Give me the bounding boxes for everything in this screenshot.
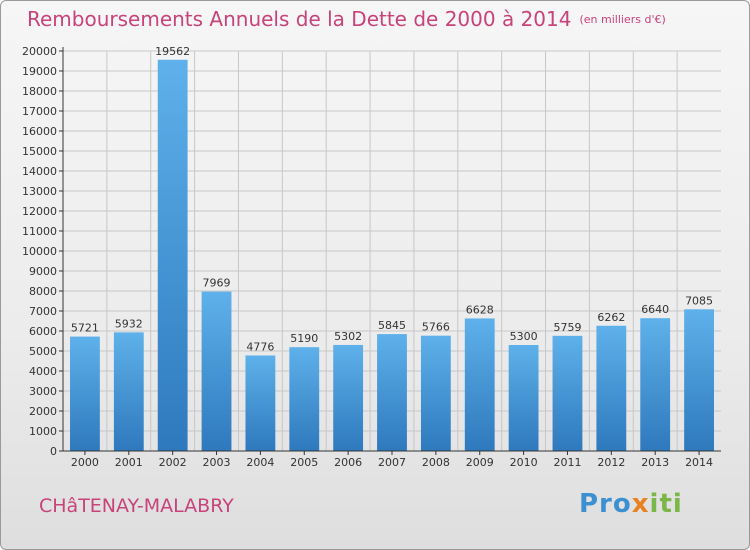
bar-2008: [420, 335, 451, 451]
data-label-2013: 6640: [641, 303, 669, 316]
data-label-2002: 19562: [155, 45, 190, 58]
bar-2001: [113, 332, 144, 451]
data-label-2001: 5932: [115, 317, 143, 330]
y-tick-label: 10000: [22, 245, 57, 258]
y-tick-label: 13000: [22, 185, 57, 198]
y-tick-label: 0: [50, 445, 57, 458]
x-tick-label-2010: 2010: [510, 456, 538, 469]
x-tick-label-2014: 2014: [685, 456, 713, 469]
x-tick-label-2011: 2011: [553, 456, 581, 469]
logo-part-1: Pro: [579, 489, 632, 519]
y-tick-label: 4000: [29, 365, 57, 378]
y-tick-label: 14000: [22, 165, 57, 178]
bar-2009: [464, 318, 495, 451]
bar-2013: [640, 318, 671, 451]
y-tick-label: 9000: [29, 265, 57, 278]
bar-2002: [157, 59, 188, 451]
data-label-2007: 5845: [378, 319, 406, 332]
x-tick-label-2003: 2003: [203, 456, 231, 469]
bar-2006: [333, 344, 364, 451]
logo-part-2: x: [631, 489, 650, 519]
data-label-2005: 5190: [290, 332, 318, 345]
y-tick-label: 3000: [29, 385, 57, 398]
city-name: CHâTENAY-MALABRY: [39, 495, 234, 517]
chart-title-text: Remboursements Annuels de la Dette de 20…: [27, 7, 572, 31]
data-label-2012: 6262: [597, 311, 625, 324]
x-tick-label-2005: 2005: [290, 456, 318, 469]
x-tick-label-2012: 2012: [597, 456, 625, 469]
x-tick-label-2002: 2002: [159, 456, 187, 469]
x-tick-label-2004: 2004: [246, 456, 274, 469]
bar-2010: [508, 345, 539, 451]
bar-2005: [289, 347, 320, 451]
y-tick-label: 17000: [22, 105, 57, 118]
x-tick-label-2008: 2008: [422, 456, 450, 469]
x-tick-label-2007: 2007: [378, 456, 406, 469]
data-label-2008: 5766: [422, 321, 450, 334]
x-tick-label-2001: 2001: [115, 456, 143, 469]
bar-2000: [70, 336, 100, 451]
y-tick-label: 16000: [22, 125, 57, 138]
bar-2014: [684, 309, 714, 451]
bar-2011: [552, 335, 583, 451]
y-tick-label: 6000: [29, 325, 57, 338]
chart-title: Remboursements Annuels de la Dette de 20…: [27, 7, 666, 31]
data-label-2000: 5721: [71, 322, 99, 335]
data-label-2010: 5300: [510, 330, 538, 343]
bar-2007: [377, 334, 407, 451]
x-tick-label-2013: 2013: [641, 456, 669, 469]
x-tick-label-2000: 2000: [71, 456, 99, 469]
y-tick-label: 7000: [29, 305, 57, 318]
y-tick-label: 1000: [29, 425, 57, 438]
y-tick-label: 15000: [22, 145, 57, 158]
y-tick-label: 12000: [22, 205, 57, 218]
chart-unit: (en milliers d'€): [579, 13, 666, 26]
bar-2004: [245, 355, 276, 451]
y-tick-label: 8000: [29, 285, 57, 298]
data-label-2006: 5302: [334, 330, 362, 343]
proxiti-logo: Proxiti: [579, 489, 683, 519]
bar-2003: [201, 291, 232, 451]
axes: 0 1000 2000 3000 4000 5000 6000 7000 8000 9000 100…: [22, 45, 721, 469]
x-tick-label-2006: 2006: [334, 456, 362, 469]
bars: 5721 5932 19562 7969 4776 5190 5302 5845 5766 662…: [70, 45, 714, 451]
y-tick-label: 19000: [22, 65, 57, 78]
data-label-2011: 5759: [553, 321, 581, 334]
logo-part-3: iti: [649, 489, 683, 519]
y-tick-label: 11000: [22, 225, 57, 238]
data-label-2014: 7085: [685, 294, 713, 307]
x-tick-label-2009: 2009: [466, 456, 494, 469]
data-label-2003: 7969: [203, 277, 231, 290]
y-tick-label: 2000: [29, 405, 57, 418]
y-tick-label: 18000: [22, 85, 57, 98]
bar-2012: [596, 325, 627, 451]
data-label-2009: 6628: [466, 303, 494, 316]
y-tick-label: 20000: [22, 45, 57, 58]
data-label-2004: 4776: [246, 340, 274, 353]
y-tick-label: 5000: [29, 345, 57, 358]
